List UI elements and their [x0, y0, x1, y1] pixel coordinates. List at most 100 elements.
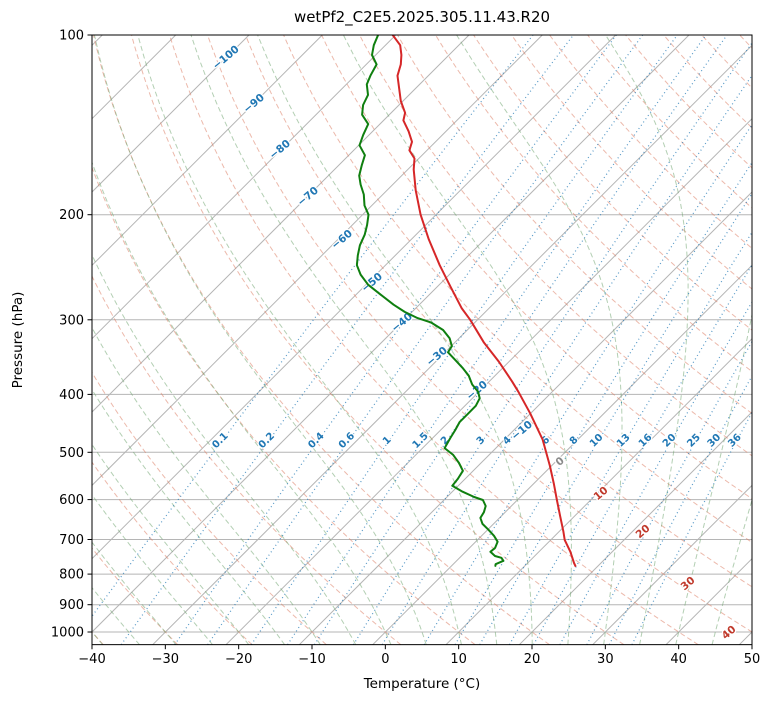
isotherm-lines — [92, 35, 752, 645]
temperature-curve — [391, 35, 577, 567]
dry-adiabat-line — [92, 371, 327, 645]
isotherm-label: 30 — [679, 574, 698, 593]
isotherm-label: −70 — [295, 185, 321, 209]
y-tick-label: 500 — [59, 446, 84, 461]
mixing-ratio-line — [120, 35, 574, 645]
dry-adiabat-line — [169, 35, 699, 645]
dry-adiabat-line — [473, 35, 752, 331]
moist-adiabat-line — [92, 388, 286, 645]
moist-adiabat-line — [257, 35, 533, 645]
moist-adiabat-line — [605, 35, 689, 645]
dry-adiabat-line — [739, 35, 752, 49]
moist-adiabat-line — [92, 443, 250, 645]
mixing-ratio-label: 16 — [637, 432, 655, 450]
y-tick-label: 400 — [59, 388, 84, 403]
dry-adiabat-line — [321, 35, 752, 500]
moist-adiabat-line — [92, 326, 321, 645]
isotherm-line — [92, 35, 690, 633]
x-tick-label: −20 — [225, 652, 252, 667]
dry-adiabat-line — [92, 166, 476, 645]
y-axis-label: Pressure (hPa) — [10, 291, 26, 389]
mixing-ratio-line — [423, 123, 752, 645]
dry-adiabat-line — [92, 547, 179, 645]
y-tick-label: 1000 — [51, 626, 84, 641]
mixing-ratio-line — [313, 35, 728, 645]
mixing-ratio-lines — [92, 35, 752, 645]
isotherm-line — [92, 35, 323, 267]
isotherm-label: −50 — [359, 271, 385, 295]
x-tick-label: 20 — [524, 652, 541, 667]
x-axis-ticks: −40 −30 −20 −10 0 10 20 30 40 50 — [78, 644, 761, 667]
mixing-ratio-label: 10 — [588, 432, 606, 450]
mixing-ratio-line — [559, 300, 752, 645]
isotherm-line — [445, 337, 752, 645]
mixing-ratio-label: 30 — [706, 432, 724, 450]
moist-adiabat-line — [711, 498, 752, 645]
isotherm-line — [92, 35, 397, 340]
y-tick-label: 300 — [59, 313, 84, 328]
y-tick-label: 900 — [59, 598, 84, 613]
isotherm-label: 0 — [553, 455, 566, 469]
dry-adiabats — [92, 35, 752, 645]
isotherm-label: −100 — [210, 43, 241, 72]
dry-adiabat-line — [587, 35, 752, 209]
isotherm-label: −90 — [241, 92, 267, 116]
x-tick-label: 30 — [597, 652, 614, 667]
isotherm-line — [92, 35, 617, 560]
isotherm-label: −60 — [329, 228, 355, 252]
mixing-ratio-label: 0.1 — [210, 431, 230, 451]
dry-adiabat-line — [701, 35, 752, 89]
isotherm-line — [372, 264, 752, 645]
dry-adiabat-line — [511, 35, 752, 290]
y-tick-label: 100 — [59, 29, 84, 44]
mixing-ratio-line — [533, 263, 752, 645]
moist-adiabats — [92, 35, 752, 645]
isotherm-line — [665, 557, 752, 645]
x-tick-label: 50 — [744, 652, 761, 667]
mixing-ratio-label: 13 — [615, 432, 633, 450]
isotherm-line — [92, 35, 250, 193]
dewpoint-curve — [355, 35, 505, 567]
moist-adiabat-line — [92, 160, 392, 645]
mixing-ratio-line — [207, 35, 644, 645]
dry-adiabat-line — [435, 35, 752, 373]
x-tick-label: −10 — [298, 652, 325, 667]
mixing-ratio-line — [287, 35, 707, 645]
dry-adiabat-line — [207, 35, 752, 633]
isotherm-line — [92, 35, 470, 413]
moist-adiabat-line — [92, 541, 177, 645]
moist-adiabat-line — [456, 35, 623, 645]
x-tick-label: −40 — [78, 652, 105, 667]
isotherm-label: 20 — [634, 522, 653, 541]
moist-adiabat-line — [342, 35, 572, 645]
mixing-ratio-line — [381, 74, 752, 645]
isotherm-line — [152, 44, 752, 645]
dry-adiabat-line — [92, 461, 253, 645]
plot-area: 0.1 0.2 0.4 0.6 1 1.5 2 3 4 6 8 10 13 16 20 25 30 36−100−… — [92, 35, 752, 645]
x-tick-label: 10 — [450, 652, 467, 667]
moist-adiabat-line — [93, 35, 427, 645]
dry-adiabat-line — [397, 35, 752, 414]
dry-adiabat-line — [283, 35, 752, 544]
isotherm-line — [92, 35, 543, 487]
isotherm-label: −30 — [424, 345, 450, 369]
x-tick-label: −30 — [152, 652, 179, 667]
dry-adiabat-line — [359, 35, 752, 457]
dry-adiabat-line — [92, 275, 402, 645]
mixing-ratio-label: 3 — [475, 434, 488, 447]
mixing-ratio-line — [92, 35, 534, 618]
y-tick-label: 800 — [59, 568, 84, 583]
mixing-ratio-line — [631, 411, 752, 645]
isobar-gridlines — [92, 35, 752, 633]
mixing-ratio-label: 25 — [685, 432, 703, 450]
isotherm-label: 10 — [592, 484, 611, 503]
y-tick-label: 700 — [59, 533, 84, 548]
mixing-ratio-label: 8 — [568, 434, 581, 447]
isotherm-line — [92, 35, 177, 120]
isotherm-line — [592, 484, 752, 645]
y-tick-label: 600 — [59, 493, 84, 508]
chart-title: wetPf2_C2E5.2025.305.11.43.R20 — [293, 8, 551, 26]
